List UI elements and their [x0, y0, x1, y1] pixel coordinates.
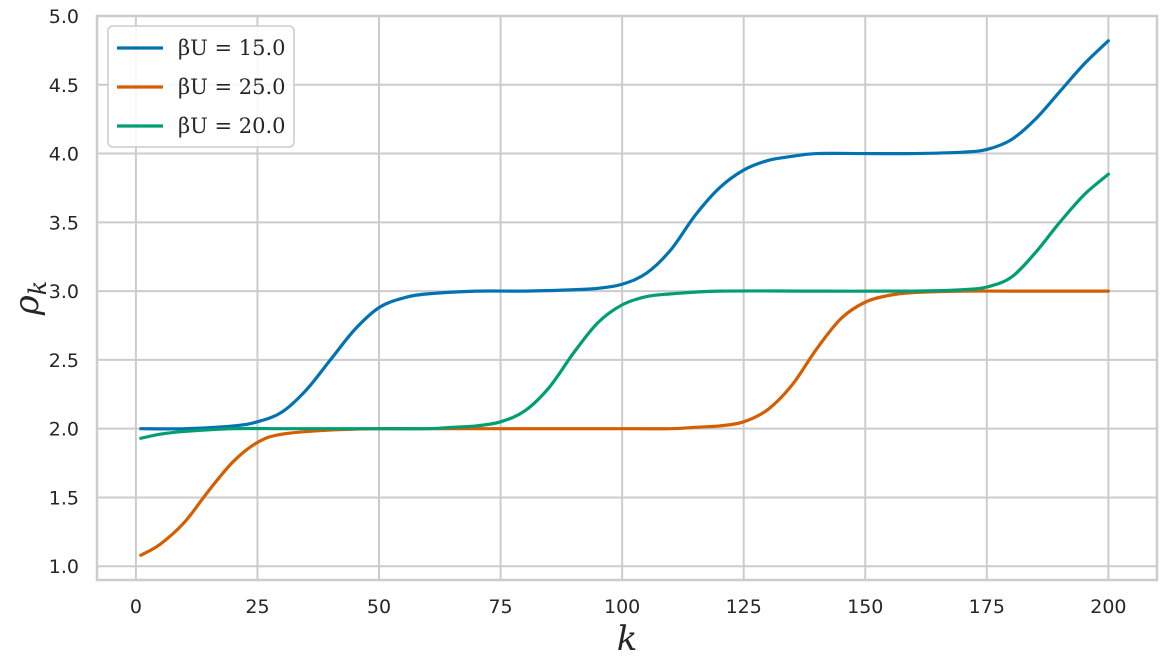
y-axis-title: ρk — [7, 281, 52, 317]
x-tick-label: 75 — [488, 596, 512, 618]
x-tick-label: 0 — [130, 596, 142, 618]
y-axis-title-subscript: k — [24, 281, 52, 296]
x-tick-labels: 0 25 50 75 100 125 150 175 200 — [130, 596, 1127, 618]
legend: βU = 15.0 βU = 25.0 βU = 20.0 — [107, 25, 295, 148]
y-tick-label: 4.5 — [49, 75, 79, 97]
series-line-1 — [139, 289, 1110, 557]
series-line-0 — [139, 39, 1110, 431]
legend-label-2: βU = 20.0 — [178, 114, 286, 138]
y-tick-labels: 1.0 1.5 2.0 2.5 3.0 3.5 4.0 4.5 5.0 — [49, 6, 79, 578]
legend-label-1: βU = 25.0 — [178, 75, 286, 99]
y-tick-label: 2.0 — [49, 419, 79, 441]
y-tick-label: 1.0 — [49, 556, 79, 578]
x-tick-label: 25 — [245, 596, 269, 618]
legend-items: βU = 15.0 βU = 25.0 βU = 20.0 — [117, 36, 286, 138]
x-tick-label: 50 — [367, 596, 391, 618]
y-tick-label: 4.0 — [49, 144, 79, 166]
y-tick-label: 5.0 — [49, 6, 79, 28]
series-line-2 — [139, 172, 1110, 440]
y-tick-label: 3.0 — [49, 281, 79, 303]
legend-label-0: βU = 15.0 — [178, 36, 286, 60]
y-tick-label: 2.5 — [49, 350, 79, 372]
legend-box — [107, 25, 295, 148]
series-lines — [139, 39, 1110, 557]
y-tick-label: 3.5 — [49, 212, 79, 234]
x-tick-label: 200 — [1090, 596, 1126, 618]
y-axis-title-main: ρ — [7, 295, 47, 316]
x-tick-label: 150 — [847, 596, 883, 618]
x-tick-label: 100 — [604, 596, 640, 618]
x-axis-title: k — [617, 619, 638, 659]
plot-frame — [95, 14, 1159, 582]
x-tick-label: 125 — [726, 596, 762, 618]
x-tick-label: 175 — [969, 596, 1005, 618]
y-tick-label: 1.5 — [49, 487, 79, 509]
grid — [97, 15, 1157, 580]
